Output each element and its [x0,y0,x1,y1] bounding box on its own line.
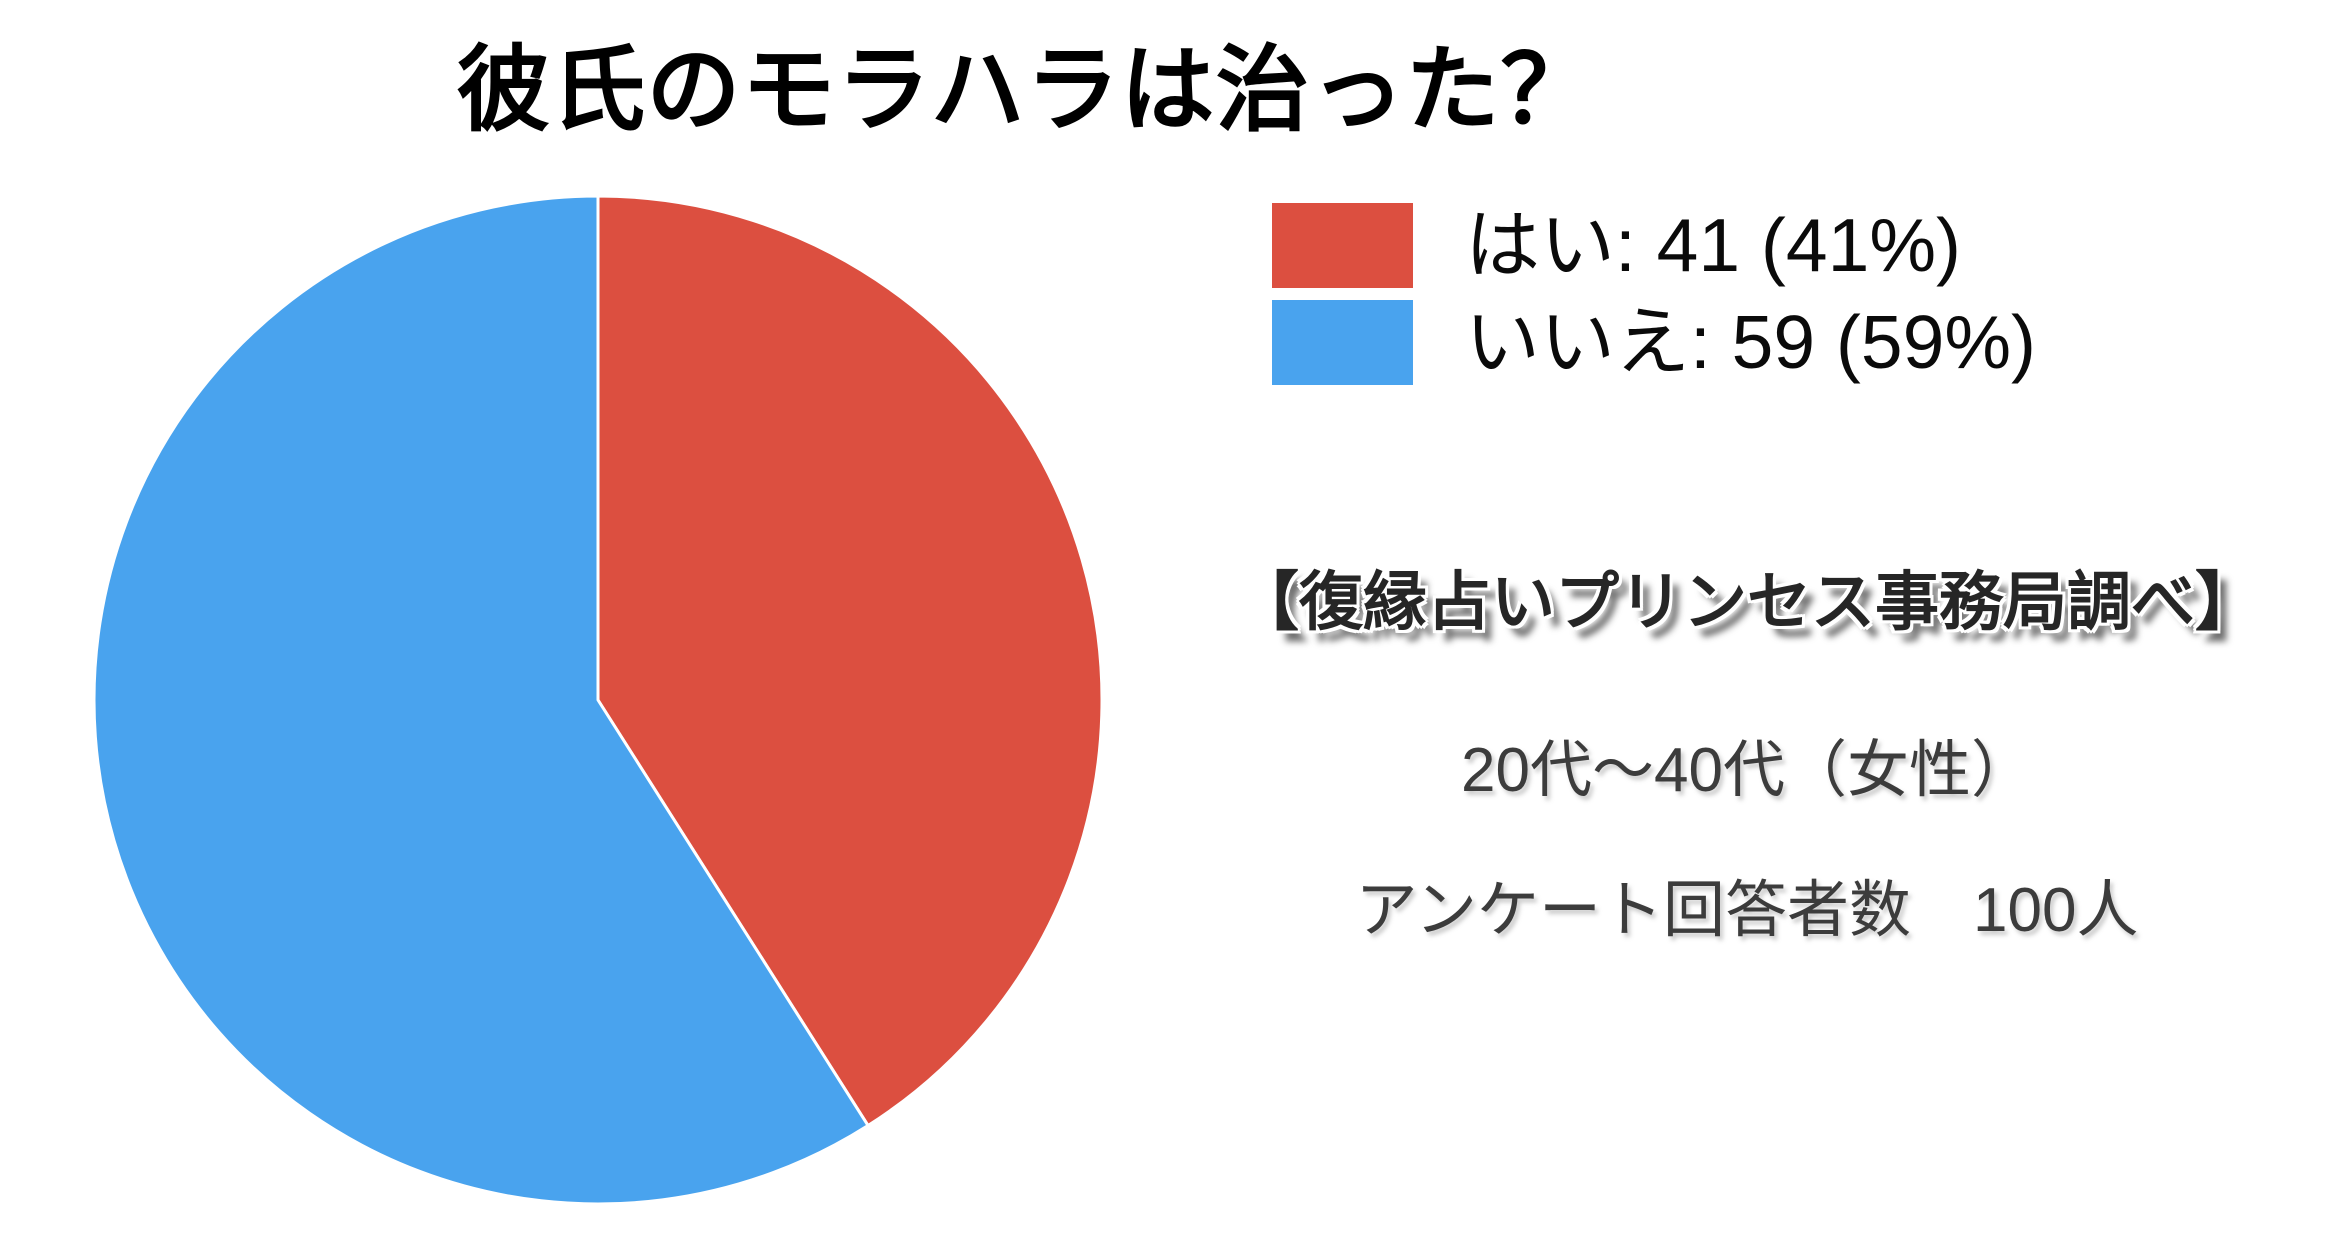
legend-label: はい: 41 (41%) [1465,203,1961,287]
legend-item: いいえ: 59 (59%) [1272,300,2036,385]
source-credit: 【復縁占いプリンセス事務局調べ】 [1235,566,2259,638]
pie-slice [92,194,870,1206]
legend-item: はい: 41 (41%) [1272,203,2036,288]
pie-slice [596,194,1104,1128]
pie-chart-svg [92,194,1104,1206]
legend: はい: 41 (41%) いいえ: 59 (59%) [1272,203,2036,397]
legend-swatch-icon [1272,300,1413,385]
pie-chart [91,193,1105,1207]
legend-label: いいえ: 59 (59%) [1465,300,2036,384]
chart-title: 彼氏のモラハラは治った？ [456,37,1596,142]
respondent-count: アンケート回答者数 100人 [1355,876,2139,945]
demographic-note: 20代～40代（女性） [1461,736,2033,805]
legend-swatch-icon [1272,203,1413,288]
